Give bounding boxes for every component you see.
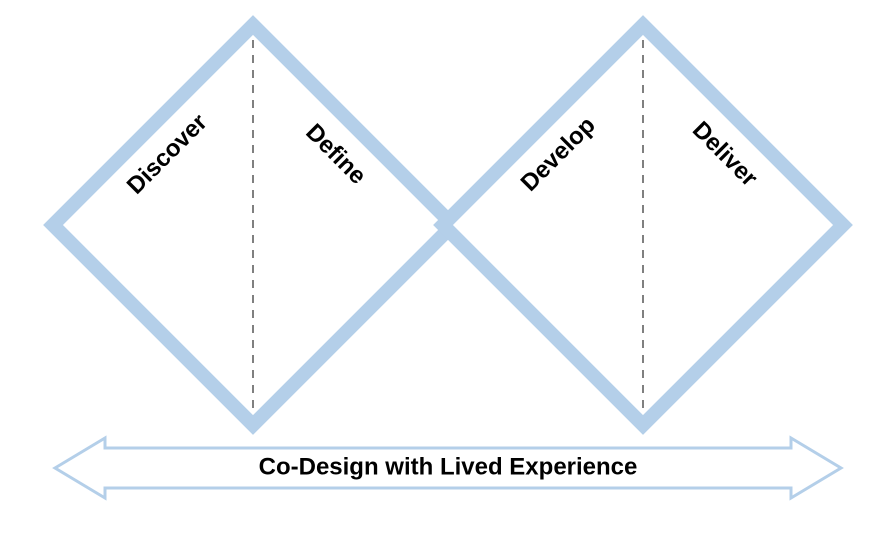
bottom-arrow: Co-Design with Lived Experience <box>55 438 841 498</box>
diamond-2: Develop Deliver <box>443 25 843 425</box>
double-diamond-diagram: Discover Define Develop Deliver Co-Desig… <box>0 0 896 552</box>
arrow-label: Co-Design with Lived Experience <box>259 453 638 480</box>
diamond-1: Discover Define <box>53 25 453 425</box>
